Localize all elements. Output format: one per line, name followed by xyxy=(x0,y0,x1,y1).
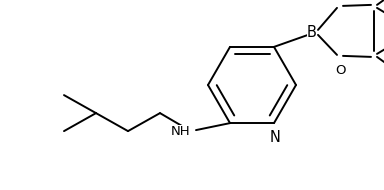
Text: N: N xyxy=(270,130,280,145)
Text: O: O xyxy=(335,64,345,77)
Text: NH: NH xyxy=(170,125,190,138)
Text: B: B xyxy=(307,25,317,40)
